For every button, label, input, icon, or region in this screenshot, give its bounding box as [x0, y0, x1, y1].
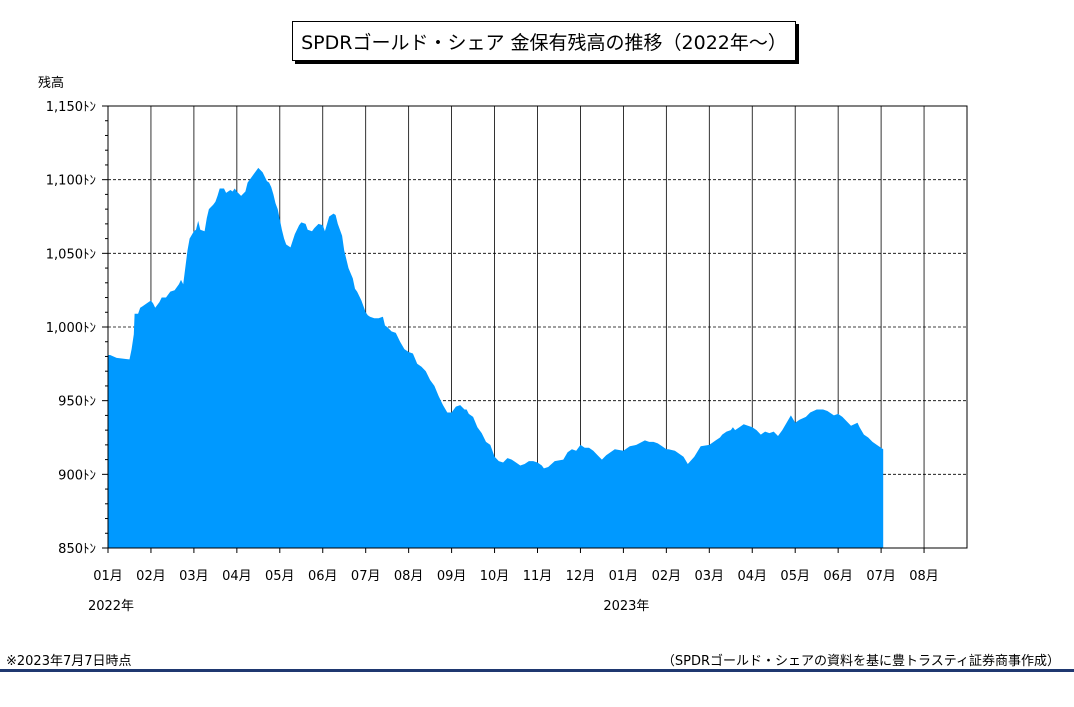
y-axis: 850ﾄﾝ 900ﾄﾝ 950ﾄﾝ 1,000ﾄﾝ 1,050ﾄﾝ 1,100ﾄﾝ 1,15…	[46, 100, 108, 557]
x-tick-label: 07月	[866, 569, 896, 584]
x-tick-label: 06月	[308, 569, 338, 584]
x-tick-label: 01月	[93, 569, 123, 584]
x-axis: 01月 02月 03月 04月 05月 06月 07月 08月 09月 10月 11月 12月 01月 0…	[88, 548, 939, 614]
x-tick-label: 05月	[780, 569, 810, 584]
holdings-area	[108, 167, 884, 548]
chart-title: SPDRゴールド・シェア 金保有残高の推移（2022年～）	[292, 21, 796, 61]
x-tick-label: 02月	[652, 569, 682, 584]
chart-plot: 850ﾄﾝ 900ﾄﾝ 950ﾄﾝ 1,000ﾄﾝ 1,050ﾄﾝ 1,100ﾄﾝ 1,15…	[38, 75, 968, 614]
y-tick-label: 950ﾄﾝ	[58, 395, 96, 410]
x-tick-label: 04月	[222, 569, 252, 584]
x-tick-label: 06月	[823, 569, 853, 584]
x-tick-label: 09月	[437, 569, 467, 584]
x-tick-label: 04月	[737, 569, 767, 584]
x-tick-label: 02月	[136, 569, 166, 584]
y-axis-label: 残高	[38, 75, 64, 91]
x-tick-label: 12月	[566, 569, 596, 584]
year-label: 2022年	[88, 599, 134, 614]
x-tick-label: 11月	[523, 569, 553, 584]
y-tick-label: 850ﾄﾝ	[58, 542, 96, 557]
year-label: 2023年	[603, 599, 649, 614]
footer-rule	[0, 669, 1074, 672]
y-tick-label: 900ﾄﾝ	[58, 468, 96, 483]
y-tick-label: 1,100ﾄﾝ	[46, 174, 96, 189]
y-tick-label: 1,050ﾄﾝ	[46, 247, 96, 262]
footer-date-note: ※2023年7月7日時点	[6, 654, 132, 669]
x-tick-label: 05月	[265, 569, 295, 584]
x-tick-label: 08月	[909, 569, 939, 584]
x-tick-label: 08月	[394, 569, 424, 584]
x-tick-label: 10月	[480, 569, 510, 584]
y-tick-label: 1,150ﾄﾝ	[46, 100, 96, 115]
x-tick-label: 03月	[179, 569, 209, 584]
x-tick-label: 03月	[695, 569, 725, 584]
x-tick-label: 01月	[609, 569, 639, 584]
footer-source: （SPDRゴールド・シェアの資料を基に豊トラスティ証券商事作成）	[661, 654, 1060, 669]
y-tick-label: 1,000ﾄﾝ	[46, 321, 96, 336]
x-tick-label: 07月	[351, 569, 381, 584]
